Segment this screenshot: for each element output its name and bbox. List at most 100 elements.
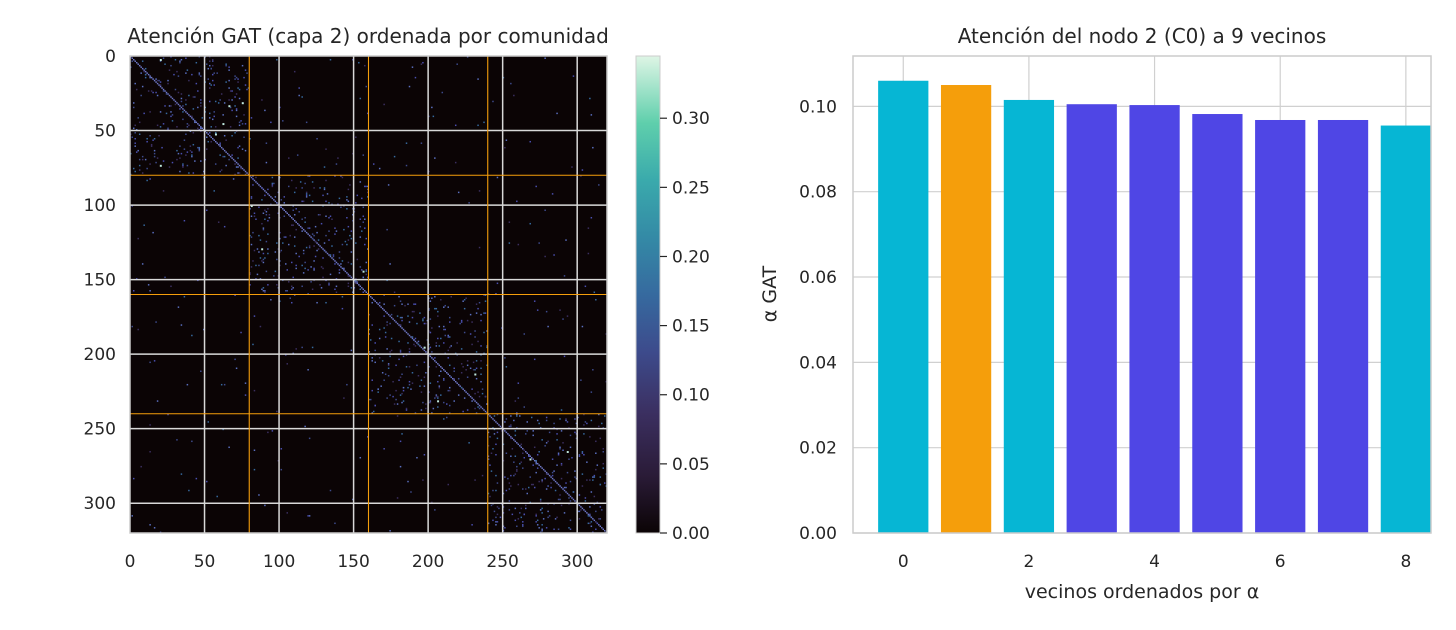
- heatmap-cell: [322, 267, 324, 270]
- heatmap-cell: [141, 85, 144, 88]
- heatmap-cell: [307, 269, 309, 271]
- heatmap-cell: [560, 409, 563, 411]
- heatmap-cell: [538, 464, 540, 466]
- heatmap-cell: [156, 94, 159, 97]
- heatmap-cell: [328, 202, 330, 204]
- heatmap-cell: [362, 291, 365, 294]
- heatmap-cell: [554, 518, 557, 520]
- heatmap-cell: [492, 489, 494, 492]
- heatmap-cell: [144, 73, 147, 76]
- heatmap-cell: [602, 451, 605, 453]
- heatmap-cell: [235, 367, 238, 370]
- heatmap-cell: [285, 211, 287, 213]
- heatmap-cell: [244, 149, 247, 152]
- heatmap-cell: [182, 163, 184, 165]
- heatmap-cell: [268, 214, 271, 216]
- heatmap-cell: [164, 90, 166, 92]
- heatmap-cell: [180, 106, 183, 109]
- heatmap-cell: [505, 452, 508, 454]
- heatmap-cell: [325, 251, 327, 253]
- heatmap-cell: [343, 267, 345, 270]
- heatmap-cell: [267, 284, 269, 286]
- heatmap-x-tick-label: 250: [486, 552, 518, 572]
- heatmap-cell: [413, 339, 415, 341]
- heatmap-cell: [350, 263, 353, 265]
- heatmap-cell: [578, 518, 581, 520]
- heatmap-cell: [477, 124, 479, 127]
- heatmap-cell: [132, 290, 135, 292]
- heatmap-cell: [420, 391, 423, 393]
- heatmap-cell: [447, 349, 449, 352]
- heatmap-cell: [179, 157, 181, 159]
- heatmap-cell: [535, 185, 537, 188]
- heatmap-cell: [137, 328, 139, 331]
- heatmap-cell: [168, 69, 171, 71]
- heatmap-cell: [334, 260, 336, 262]
- heatmap-cell: [520, 516, 523, 519]
- heatmap-cell: [334, 522, 336, 525]
- heatmap-cell: [299, 225, 302, 228]
- heatmap-cell: [311, 200, 314, 203]
- heatmap-cell: [527, 453, 530, 456]
- heatmap-cell: [273, 199, 275, 201]
- heatmap-cell: [480, 380, 482, 383]
- heatmap-cell: [410, 491, 412, 493]
- heatmap-cell: [604, 530, 606, 532]
- heatmap-cell: [180, 93, 183, 95]
- heatmap-cell: [495, 521, 497, 523]
- heatmap-cell: [238, 88, 241, 91]
- heatmap-cell: [368, 333, 370, 335]
- heatmap-cell: [359, 236, 362, 238]
- heatmap-cell: [285, 236, 287, 238]
- heatmap-cell: [377, 391, 379, 393]
- heatmap-cell: [213, 84, 215, 86]
- heatmap-cell: [214, 100, 217, 103]
- heatmap-cell: [156, 400, 159, 402]
- heatmap-cell: [443, 377, 445, 380]
- heatmap-cell: [460, 372, 463, 374]
- heatmap-cell: [282, 242, 284, 244]
- heatmap-cell: [325, 179, 327, 182]
- heatmap-cell: [454, 161, 457, 164]
- heatmap-cell: [401, 319, 403, 322]
- heatmap-cell: [259, 185, 262, 188]
- heatmap-cell: [523, 513, 526, 516]
- heatmap-cell: [276, 258, 278, 261]
- heatmap-cell: [270, 298, 272, 301]
- heatmap-cell: [384, 373, 387, 375]
- heatmap-cell: [437, 397, 439, 399]
- heatmap-cell: [282, 120, 284, 122]
- heatmap-cell: [429, 331, 432, 334]
- heatmap-cell: [365, 270, 368, 273]
- heatmap-cell: [471, 400, 473, 402]
- heatmap-cell: [390, 337, 393, 340]
- heatmap-cell: [149, 361, 151, 364]
- heatmap-cell: [584, 285, 587, 288]
- heatmap-x-ticks: 0 50 100 150 200 250 300: [125, 552, 594, 572]
- heatmap-cell: [434, 307, 436, 310]
- heatmap-cell: [559, 448, 561, 450]
- heatmap-cell: [250, 266, 253, 268]
- heatmap-cell: [399, 440, 402, 443]
- heatmap-cell: [298, 224, 300, 226]
- heatmap-cell: [258, 251, 260, 253]
- heatmap-cell: [258, 184, 260, 186]
- heatmap-cell: [399, 325, 402, 328]
- heatmap-cell: [505, 139, 508, 141]
- heatmap-cell: [471, 343, 473, 346]
- heatmap-cell: [551, 474, 554, 477]
- heatmap-cell: [532, 464, 534, 466]
- heatmap-cell: [435, 366, 438, 368]
- heatmap-cell: [378, 337, 381, 340]
- bar: [1255, 119, 1306, 533]
- heatmap-cell: [244, 382, 247, 384]
- heatmap-cell: [323, 187, 326, 189]
- heatmap-cell: [447, 334, 449, 337]
- heatmap-cell: [535, 459, 537, 462]
- heatmap-cell: [198, 72, 201, 74]
- colorbar-tick-label: 0.15: [672, 317, 710, 337]
- heatmap-cell: [210, 136, 212, 138]
- heatmap-cell: [153, 149, 156, 152]
- heatmap-cell: [141, 263, 144, 265]
- heatmap-cell: [516, 468, 518, 471]
